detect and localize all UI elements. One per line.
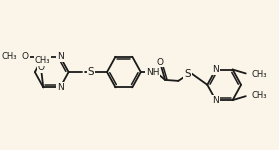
Text: O: O (38, 63, 45, 72)
Text: O: O (157, 58, 164, 67)
Text: NH: NH (146, 68, 160, 76)
Text: CH₃: CH₃ (2, 52, 17, 61)
Text: CH₃: CH₃ (35, 56, 50, 65)
Text: O: O (22, 52, 29, 61)
Text: S: S (88, 67, 94, 77)
Text: N: N (57, 83, 64, 92)
Text: N: N (212, 96, 219, 105)
Text: CH₃: CH₃ (251, 70, 267, 79)
Text: S: S (184, 69, 191, 79)
Text: N: N (212, 65, 219, 74)
Text: CH₃: CH₃ (251, 91, 267, 100)
Text: N: N (57, 52, 64, 61)
